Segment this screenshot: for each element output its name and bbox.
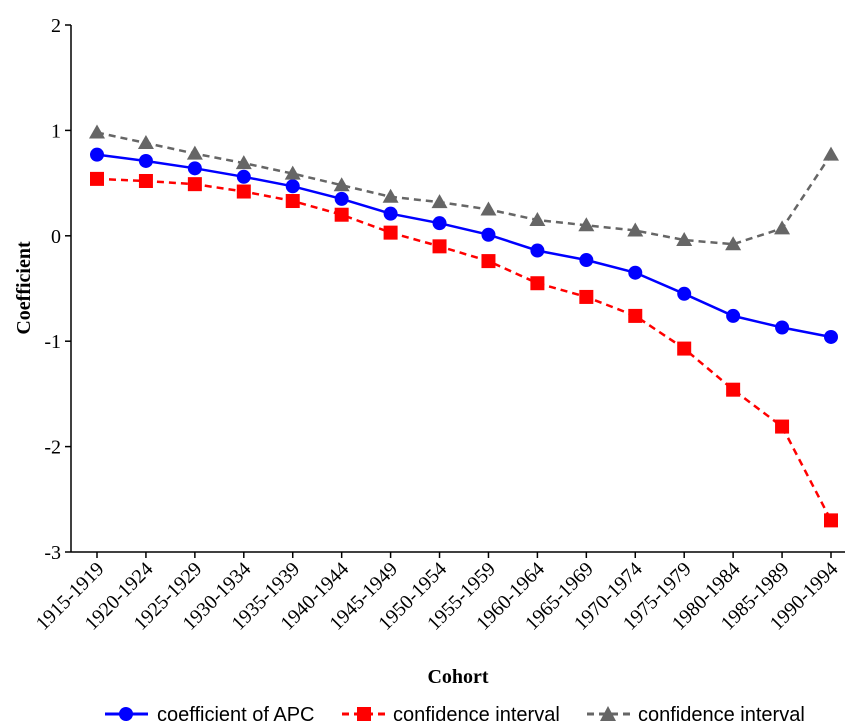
series-point: [775, 419, 790, 434]
series-point: [578, 217, 595, 232]
y-tick-label: -1: [44, 331, 61, 353]
series-point: [285, 179, 300, 194]
series-point: [823, 146, 839, 161]
series-point: [726, 382, 741, 397]
series-0: [90, 147, 838, 344]
legend-entry-ci-upper: confidence interval: [587, 704, 805, 726]
series-point: [138, 153, 153, 168]
legend-entry-ci-lower: confidence interval: [342, 704, 560, 726]
series-point: [824, 513, 838, 528]
series-point: [628, 308, 643, 323]
series-point: [824, 329, 838, 344]
x-axis-title: Cohort: [427, 666, 488, 688]
y-tick-label: -3: [44, 542, 61, 564]
series-point: [725, 236, 742, 251]
series-point: [726, 308, 741, 323]
series-line: [96, 153, 832, 339]
series-point: [481, 227, 496, 242]
series-point: [480, 201, 497, 216]
series-point: [138, 173, 153, 188]
series-point: [235, 155, 252, 170]
y-tick-label: 0: [51, 226, 61, 248]
series-point: [432, 239, 447, 254]
series-line: [96, 177, 833, 521]
legend-marker-apc: [119, 707, 133, 721]
series-1: [90, 171, 838, 528]
series-point: [382, 188, 399, 203]
series-point: [187, 177, 202, 192]
y-tick-label: 1: [51, 120, 61, 142]
legend-entry-apc: coefficient of APC: [105, 704, 315, 726]
series-point: [89, 124, 105, 139]
legend: coefficient of APC confidence interval c…: [105, 704, 805, 726]
series-point: [334, 191, 349, 206]
series-point: [137, 135, 154, 150]
series-point: [187, 161, 202, 176]
legend-label-ci-upper: confidence interval: [638, 704, 805, 726]
series-point: [432, 216, 447, 231]
series-point: [90, 147, 104, 162]
series-2: [89, 124, 839, 251]
series-point: [579, 289, 594, 304]
series-point: [431, 194, 448, 209]
y-tick-label: 2: [51, 15, 61, 37]
series-point: [627, 222, 644, 237]
series-point: [334, 207, 349, 222]
series-point: [530, 243, 545, 258]
series-point: [579, 253, 594, 268]
series-point: [90, 171, 104, 186]
series-point: [775, 320, 790, 335]
series-point: [529, 211, 546, 226]
series-point: [530, 276, 545, 291]
legend-marker-ci-upper: [600, 706, 616, 721]
legend-label-apc: coefficient of APC: [157, 704, 315, 726]
y-axis-title: Coefficient: [13, 241, 35, 335]
x-ticks: 1915-19191920-19241925-19291930-19341935…: [32, 552, 843, 635]
series-layer: [89, 124, 839, 528]
series-point: [383, 225, 398, 240]
axes: [70, 25, 845, 553]
series-point: [774, 220, 791, 235]
series-line: [96, 131, 833, 246]
series-point: [186, 145, 203, 160]
series-point: [481, 254, 496, 269]
series-point: [677, 286, 692, 301]
legend-label-ci-lower: confidence interval: [393, 704, 560, 726]
series-point: [677, 341, 692, 356]
series-point: [236, 169, 251, 184]
series-point: [383, 206, 398, 221]
y-ticks: -3 -2 -1 0 1 2: [44, 15, 71, 564]
series-point: [236, 184, 251, 199]
y-tick-label: -2: [44, 437, 61, 459]
series-point: [284, 165, 301, 180]
series-point: [285, 194, 300, 209]
series-point: [333, 177, 350, 192]
series-point: [628, 265, 643, 280]
legend-marker-ci-lower: [357, 707, 371, 721]
series-point: [676, 232, 693, 247]
